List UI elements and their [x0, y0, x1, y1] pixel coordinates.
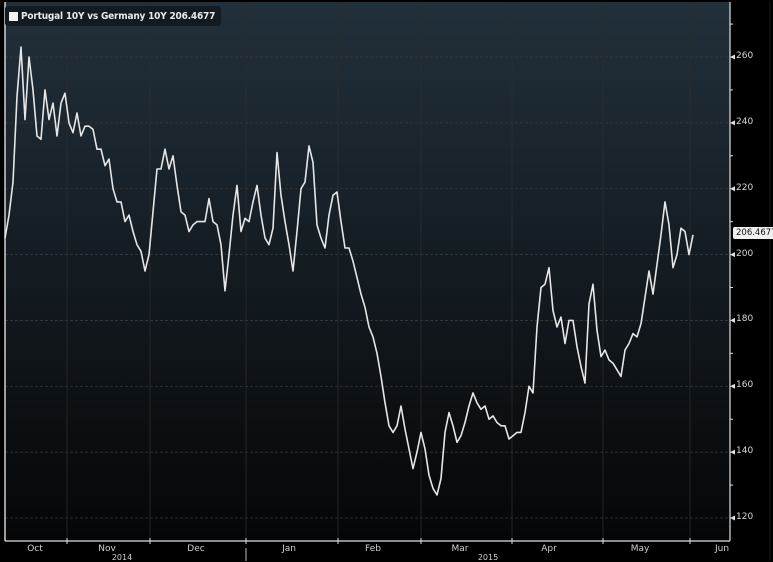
y-tick-label: 260 [736, 51, 754, 61]
x-month-label: Nov [98, 544, 116, 554]
spread-line-series [4, 46, 694, 496]
legend-label: Portugal 10Y vs Germany 10Y 206.4677 [21, 10, 216, 22]
last-value-tag: 206.4677 [733, 227, 773, 239]
vertical-gridlines [66, 2, 691, 541]
plot-background [5, 2, 730, 541]
y-tick-marker [730, 317, 735, 323]
x-year-label: 2014 [111, 553, 133, 562]
x-month-label: Jun [714, 544, 730, 554]
x-month-label: Apr [541, 544, 557, 554]
y-tick-label: 220 [736, 182, 754, 193]
y-tick-marker [730, 383, 735, 389]
x-month-label: May [630, 544, 650, 554]
x-month-label: Dec [187, 544, 205, 554]
legend: Portugal 10Y vs Germany 10Y 206.4677 [5, 6, 222, 26]
x-month-label: Mar [451, 544, 469, 554]
y-tick-label: 180 [736, 314, 754, 325]
y-tick-label: 200 [736, 248, 754, 259]
y-tick-marker [730, 449, 735, 455]
y-tick-label: 160 [736, 380, 754, 391]
x-axis-ticks [66, 538, 691, 544]
y-tick-label: 140 [736, 446, 754, 457]
y-tick-marker [730, 252, 735, 258]
y-tick-marker [730, 120, 735, 126]
y-tick-label: 240 [736, 116, 754, 127]
x-month-label: Feb [365, 544, 381, 554]
x-month-label: Jan [282, 544, 296, 554]
y-tick-marker [730, 54, 735, 60]
y-tick-label: 120 [736, 512, 754, 522]
y-axis-ticks [730, 23, 735, 521]
x-month-label: Oct [27, 544, 43, 554]
y-tick-marker [730, 186, 735, 192]
x-year-label: 2015 [477, 553, 499, 562]
y-tick-marker [730, 515, 735, 521]
legend-swatch-icon [9, 11, 18, 21]
